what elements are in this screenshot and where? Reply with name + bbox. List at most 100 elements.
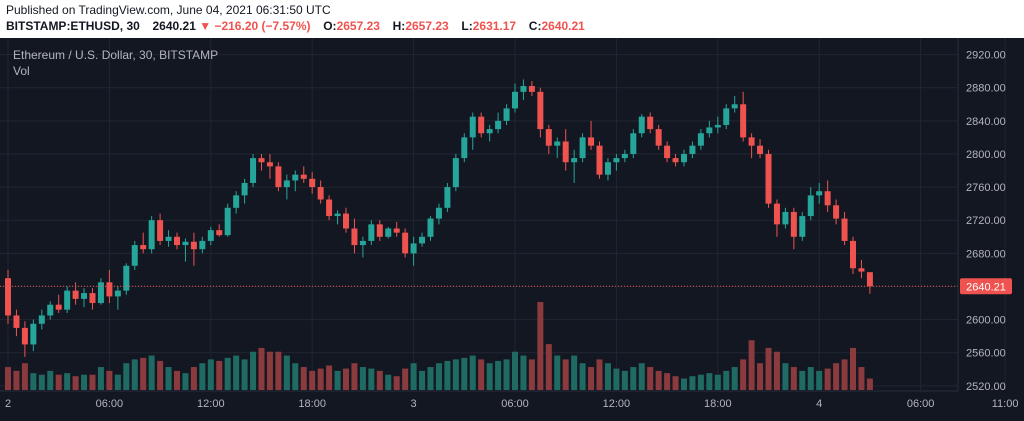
volume-bar — [182, 373, 189, 390]
volume-bar — [520, 355, 527, 390]
candle-body — [554, 141, 561, 146]
candle-body — [30, 323, 37, 345]
candle-body — [807, 195, 814, 217]
volume-bar — [503, 359, 510, 390]
candle-body — [655, 129, 662, 146]
volume-bar — [638, 363, 645, 390]
candle-body — [385, 228, 392, 237]
candle-body — [588, 137, 595, 146]
candle-body — [359, 240, 366, 246]
volume-bar — [545, 344, 552, 390]
candle-body — [469, 116, 476, 138]
candle-body — [97, 282, 104, 304]
volume-bar — [64, 373, 71, 390]
volume-bar — [866, 378, 873, 390]
high-value: 2657.23 — [405, 19, 449, 33]
candle-body — [664, 145, 671, 159]
volume-bar — [807, 367, 814, 390]
volume-bar — [250, 351, 257, 390]
volume-bar — [13, 370, 20, 390]
candle-body — [174, 236, 180, 246]
grid-lines — [0, 38, 1006, 390]
volume-bar — [47, 370, 54, 390]
volume-bar — [393, 376, 400, 390]
price-tick-label: 2800.00 — [966, 149, 1006, 161]
time-tick-label: 12:00 — [603, 398, 631, 410]
volume-bar — [858, 367, 865, 390]
time-tick-label: 2 — [5, 398, 11, 410]
candle-body — [309, 178, 316, 188]
volume-bar — [452, 359, 459, 390]
volume-bar — [731, 367, 738, 390]
close-value: 2640.21 — [541, 19, 585, 33]
volume-bar — [326, 365, 333, 390]
candle-body — [300, 174, 307, 179]
volume-bar — [816, 370, 823, 390]
volume-bar — [123, 363, 130, 390]
last-price: 2640.21 — [152, 19, 196, 33]
time-axis[interactable]: 2 06:00 12:00 18:00 3 06:00 12:00 18:00 4 06:00 11… — [5, 398, 1019, 410]
candle-body — [393, 228, 400, 233]
price-tick-label: 2600.00 — [966, 315, 1006, 327]
candle-body — [199, 240, 206, 250]
low-label: L: — [461, 19, 473, 33]
volume-bar — [157, 360, 164, 390]
volume-bar — [444, 360, 451, 390]
volume-bar — [55, 374, 62, 390]
price-chart[interactable]: 2520.002560.002600.002640.002680.002720.… — [0, 38, 1024, 421]
chart-container[interactable]: 2520.002560.002600.002640.002680.002720.… — [0, 38, 1024, 421]
candle-body — [596, 145, 603, 175]
price-tick-label: 2920.00 — [966, 50, 1006, 62]
volume-bar — [833, 363, 840, 390]
volume-bars — [5, 302, 873, 390]
ohlc-bar: BITSTAMP:ETHUSD, 30 2640.21 ▼ −216.20 (−… — [6, 19, 585, 33]
candle-body — [638, 116, 645, 134]
volume-bar — [140, 357, 147, 390]
volume-bar — [850, 347, 856, 390]
volume-bar — [343, 368, 349, 390]
volume-bar — [283, 355, 290, 390]
candle-body — [13, 315, 20, 328]
time-tick-label: 06:00 — [907, 398, 935, 410]
candlesticks — [5, 79, 873, 357]
volume-bar — [224, 357, 231, 390]
volume-bar — [841, 359, 848, 390]
volume-bar — [300, 367, 307, 390]
volume-bar — [131, 359, 138, 390]
candle-body — [841, 218, 848, 241]
time-tick-label: 18:00 — [298, 398, 326, 410]
volume-bar — [368, 368, 375, 390]
volume-bar — [199, 363, 206, 390]
candle-body — [376, 224, 383, 237]
price-tick-label: 2840.00 — [966, 116, 1006, 128]
candle-body — [495, 120, 502, 130]
volume-bar — [435, 363, 442, 390]
candle-body — [351, 228, 358, 246]
candle-body — [435, 207, 442, 219]
candle-body — [114, 290, 121, 297]
volume-bar — [190, 367, 197, 390]
legend-title: Ethereum / U.S. Dollar, 30, BITSTAMP — [13, 48, 219, 62]
candle-body — [343, 213, 349, 229]
candle-body — [773, 203, 780, 225]
volume-bar — [655, 370, 662, 390]
candle-body — [520, 86, 527, 92]
candle-body — [140, 245, 147, 250]
low-value: 2631.17 — [472, 19, 517, 33]
volume-bar — [233, 355, 240, 390]
volume-bar — [512, 351, 518, 390]
candle-body — [765, 153, 772, 204]
down-arrow-icon: ▼ — [199, 19, 212, 33]
volume-bar — [38, 374, 45, 390]
volume-bar — [697, 374, 704, 390]
current-price-tag-bg — [960, 278, 1012, 295]
volume-bar — [216, 360, 223, 390]
candle-body — [545, 129, 552, 146]
candle-body — [427, 218, 434, 237]
candle-body — [816, 191, 823, 196]
candle-body — [723, 108, 730, 125]
candle-body — [647, 116, 654, 130]
price-tick-label: 2560.00 — [966, 348, 1006, 360]
volume-bar — [359, 367, 366, 390]
price-tick-label: 2760.00 — [966, 182, 1006, 194]
